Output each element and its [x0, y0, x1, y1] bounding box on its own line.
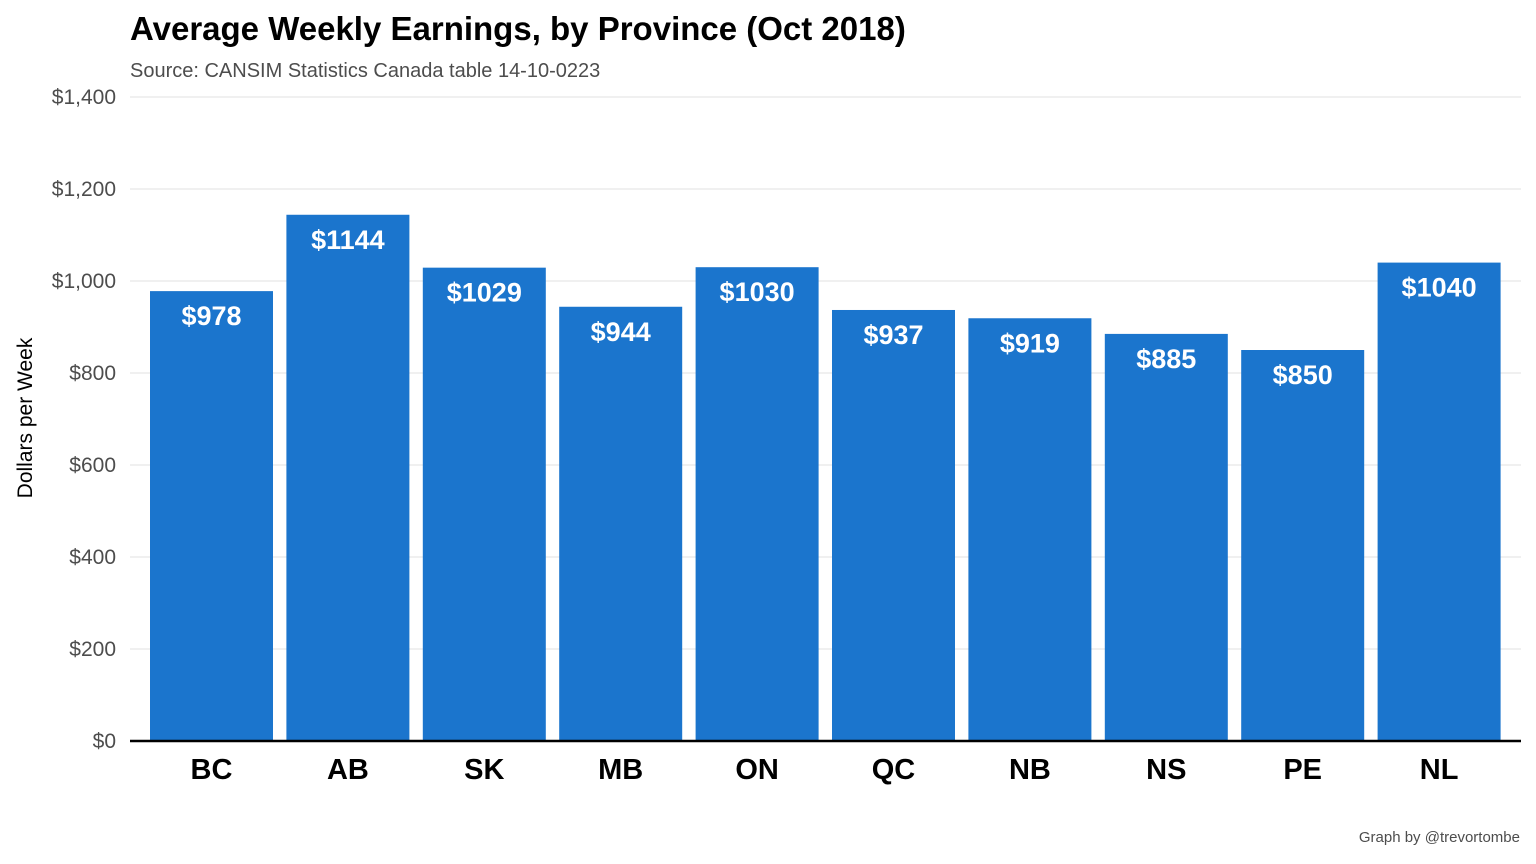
x-tick-label: MB	[598, 754, 643, 786]
data-labels: $978 $1144 $1029 $944 $1030 $937 $919 $885 $850 $…	[181, 225, 1476, 390]
y-axis-ticks: $0 $200 $400 $600 $800 $1,000 $1,200 $1,400	[52, 86, 116, 753]
data-label: $885	[1136, 344, 1196, 374]
x-tick-label: NL	[1420, 754, 1459, 786]
x-tick-label: NS	[1146, 754, 1186, 786]
bar	[695, 267, 819, 741]
x-tick-label: QC	[872, 754, 916, 786]
y-tick-label: $400	[69, 546, 116, 569]
x-tick-label: ON	[735, 754, 779, 786]
y-tick-label: $200	[69, 638, 116, 661]
data-label: $919	[1000, 328, 1060, 358]
y-tick-label: $0	[93, 730, 116, 753]
bar	[1241, 350, 1365, 741]
bars	[150, 214, 1501, 741]
bar	[286, 214, 410, 741]
x-tick-label: BC	[191, 754, 233, 786]
y-tick-label: $800	[69, 362, 116, 385]
data-label: $1029	[447, 278, 522, 308]
bar	[559, 306, 683, 741]
data-label: $1030	[720, 277, 795, 307]
data-label: $944	[591, 317, 651, 347]
bar	[968, 318, 1092, 741]
bar	[150, 291, 273, 741]
bar	[422, 267, 546, 741]
y-tick-label: $1,400	[52, 86, 116, 109]
y-tick-label: $600	[69, 454, 116, 477]
y-tick-label: $1,200	[52, 178, 116, 201]
x-axis-ticks: BC AB SK MB ON QC NB NS PE NL	[191, 754, 1459, 786]
x-tick-label: SK	[464, 754, 504, 786]
x-tick-label: PE	[1283, 754, 1322, 786]
chart-caption: Graph by @trevortombe	[1358, 829, 1520, 846]
data-label: $978	[181, 301, 241, 331]
bar	[832, 309, 955, 741]
chart-title: Average Weekly Earnings, by Province (Oc…	[130, 10, 906, 47]
data-label: $1144	[311, 225, 385, 255]
y-tick-label: $1,000	[52, 270, 116, 293]
x-tick-label: AB	[327, 754, 369, 786]
bar	[1104, 333, 1228, 741]
data-label: $937	[863, 320, 923, 350]
data-label: $850	[1273, 360, 1333, 390]
chart-subtitle: Source: CANSIM Statistics Canada table 1…	[130, 60, 601, 82]
x-tick-label: NB	[1009, 754, 1051, 786]
bar	[1377, 262, 1501, 741]
data-label: $1040	[1402, 273, 1477, 303]
